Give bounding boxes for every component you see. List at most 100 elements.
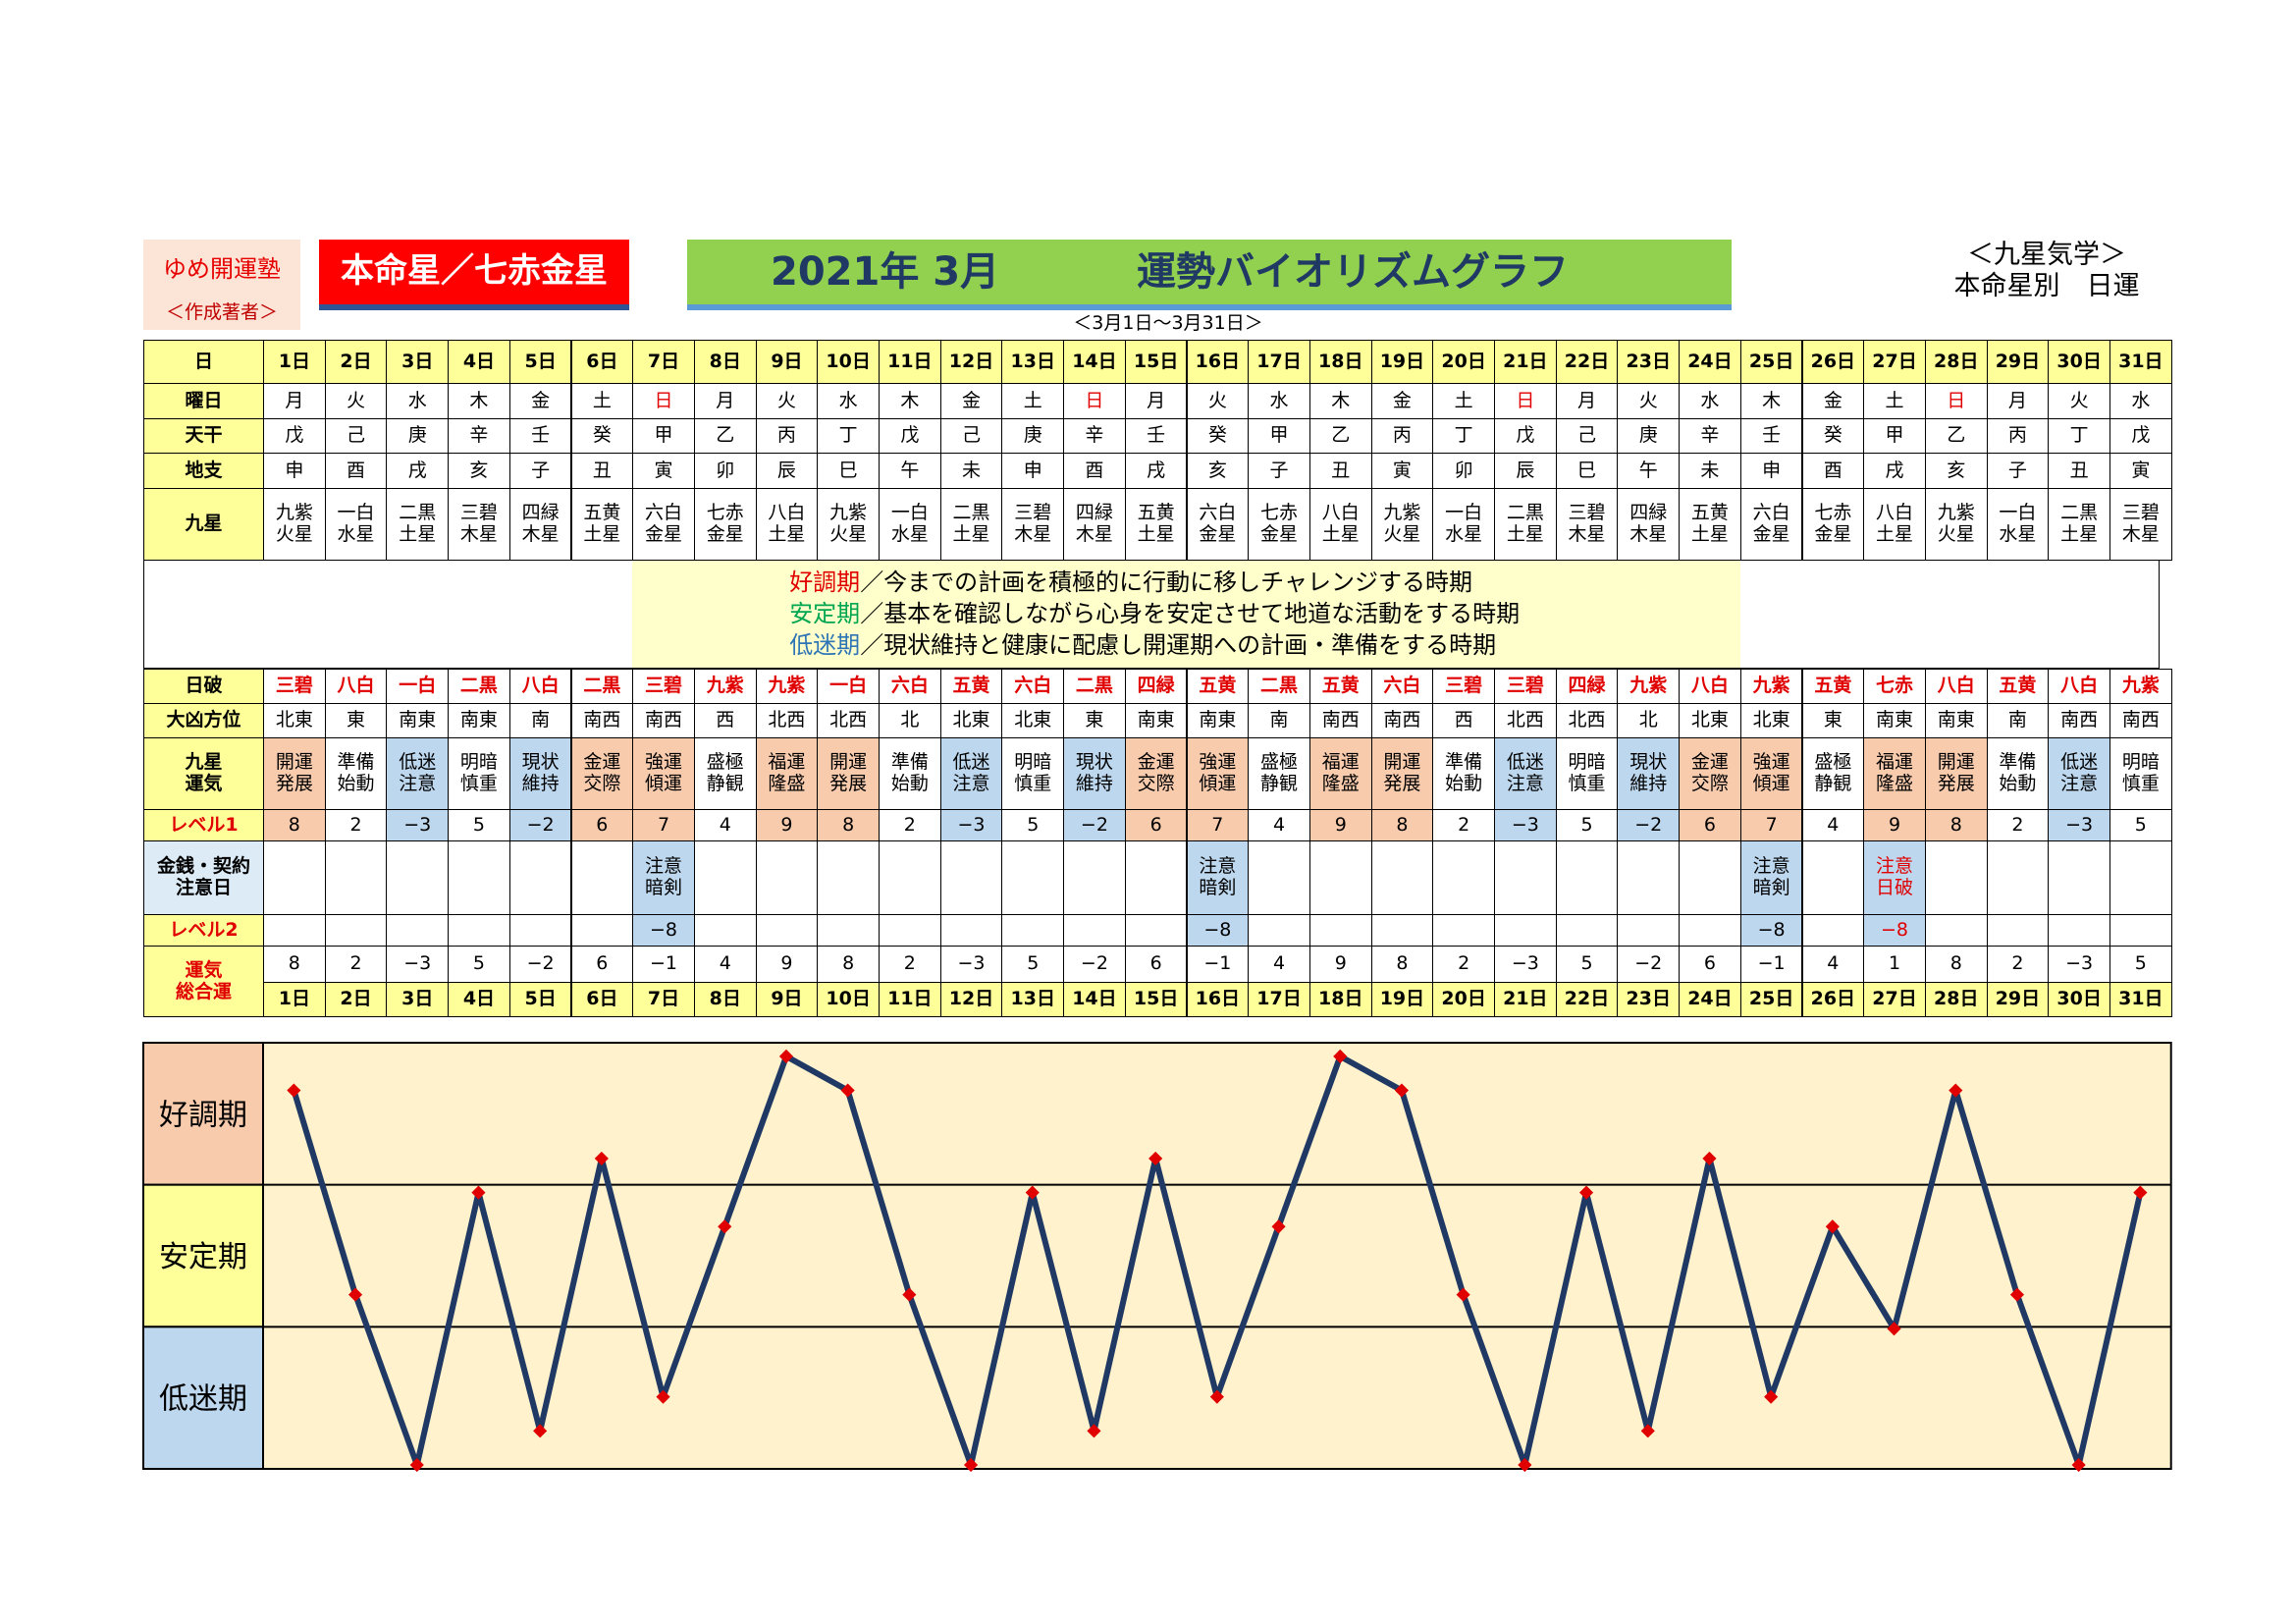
data-point: [1148, 1151, 1163, 1165]
days-cell: 30日: [2048, 982, 2110, 1017]
level1-cell: 7: [632, 809, 695, 841]
level1-cell: −3: [2048, 809, 2110, 841]
date-range: ＜3月1日～3月31日＞: [1073, 312, 1263, 334]
days-cell: 9日: [755, 982, 819, 1017]
days-cell: 6日: [570, 982, 634, 1017]
data-point: [1640, 1424, 1655, 1438]
data-point: [409, 1457, 424, 1473]
days-cell: 22日: [1555, 340, 1619, 384]
days-cell: 25日: [1739, 340, 1803, 384]
days-cell: 18日: [1308, 340, 1372, 384]
days-cell: 16日: [1186, 340, 1250, 384]
unki-cell: 金運 交際: [570, 737, 634, 810]
unki-cell: 低迷 注意: [939, 737, 1003, 810]
kinsen-cell: 注意 暗剣: [632, 840, 695, 915]
data-point: [718, 1219, 732, 1234]
legend-term: 低迷期: [789, 631, 861, 659]
author-box: ゆめ開運塾 ＜作成著者＞: [143, 240, 300, 330]
kyusei-cell: 八白 土星: [755, 488, 819, 561]
data-point: [902, 1287, 917, 1302]
row-label-taikyo: 大凶方位: [143, 703, 264, 738]
days-cell: 13日: [1001, 340, 1065, 384]
days-cell: 31日: [2109, 340, 2172, 384]
data-point: [471, 1185, 486, 1200]
kyusei-cell: 六白 金星: [632, 488, 695, 561]
days-cell: 19日: [1370, 982, 1434, 1017]
legend-text: ／今までの計画を積極的に行動に移しチャレンジする時期: [860, 568, 1472, 596]
author-name: ゆめ開運塾: [163, 255, 281, 283]
data-point: [1518, 1457, 1532, 1473]
kyusei-cell: 三碧 木星: [2109, 488, 2172, 561]
title-banner: 2021年 3月 運勢バイオリズムグラフ: [687, 240, 1732, 310]
data-point: [1949, 1083, 1963, 1098]
days-cell: 15日: [1124, 982, 1188, 1017]
kinsen-cell: 注意 暗剣: [1186, 840, 1250, 915]
data-point: [1456, 1287, 1470, 1302]
data-point: [1333, 1049, 1348, 1063]
unki-cell: 低迷 注意: [386, 737, 450, 810]
days-cell: 20日: [1432, 982, 1495, 1017]
kyusei-cell: 五黄 土星: [1124, 488, 1188, 561]
row-label-weekday: 曜日: [143, 383, 264, 419]
legend-text: ／基本を確認しながら心身を安定させて地道な活動をする時期: [860, 600, 1521, 627]
days-cell: 11日: [879, 982, 941, 1017]
plot-area: [262, 1042, 2172, 1470]
legend-line: 安定期／基本を確認しながら心身を安定させて地道な活動をする時期: [789, 598, 1740, 629]
days-cell: 14日: [1063, 340, 1126, 384]
level2-cell: −8: [1863, 914, 1926, 947]
days-cell: 23日: [1617, 340, 1681, 384]
level1-cell: −3: [939, 809, 1003, 841]
days-cell: 22日: [1555, 982, 1619, 1017]
data-point: [1702, 1151, 1717, 1165]
days-cell: 21日: [1494, 982, 1557, 1017]
unki-cell: 開運 発展: [263, 737, 326, 810]
row-label-day: 日: [143, 340, 264, 384]
data-point: [778, 1049, 794, 1063]
days-cell: 4日: [448, 340, 510, 384]
category-label: ＜九星気学＞: [1967, 240, 2126, 270]
band-label: 安定期: [159, 1240, 247, 1274]
row-label-chishi: 地支: [143, 453, 264, 489]
band-label: 低迷期: [159, 1382, 247, 1417]
level1-cell: 8: [1924, 809, 1988, 841]
kyusei-cell: 三碧 木星: [1001, 488, 1065, 561]
level1-cell: 9: [755, 809, 819, 841]
legend-text: ／現状維持と健康に配慮し開運期への計画・準備をする時期: [860, 631, 1497, 659]
days-cell: 23日: [1617, 982, 1681, 1017]
data-point: [1087, 1424, 1101, 1438]
legend-term: 好調期: [789, 568, 861, 596]
days-cell: 18日: [1308, 982, 1372, 1017]
days-cell: 5日: [508, 982, 572, 1017]
kyusei-cell: 七赤 金星: [1801, 488, 1865, 561]
kyusei-cell: 九紫 火星: [1370, 488, 1434, 561]
kyusei-cell: 九紫 火星: [263, 488, 326, 561]
kyusei-cell: 二黒 土星: [386, 488, 450, 561]
level2-cell: −8: [1739, 914, 1803, 947]
level1-cell: 9: [1863, 809, 1926, 841]
unki-cell: 福運 隆盛: [1863, 737, 1926, 810]
level1-cell: −2: [508, 809, 572, 841]
category-subtitle: 本命星別 日運: [1953, 271, 2140, 301]
data-point: [1394, 1083, 1410, 1098]
days-cell: 1日: [263, 982, 326, 1017]
days-cell: 3日: [386, 340, 450, 384]
days-cell: 17日: [1248, 340, 1310, 384]
days-cell: 7日: [632, 982, 695, 1017]
unki-cell: 開運 発展: [1370, 737, 1434, 810]
unki-cell: 開運 発展: [1924, 737, 1988, 810]
days-cell: 17日: [1248, 982, 1310, 1017]
kinsen-cell: 注意 暗剣: [1739, 840, 1803, 915]
kinsen-cell: 注意 日破: [1863, 840, 1926, 915]
data-point: [1887, 1322, 1901, 1336]
unki-cell: 強運 傾運: [632, 737, 695, 810]
legend-term: 安定期: [789, 600, 861, 627]
band-label-bg: [142, 1326, 264, 1471]
days-cell: 2日: [324, 982, 388, 1017]
level1-cell: 8: [817, 809, 880, 841]
days-cell: 12日: [939, 982, 1003, 1017]
days-cell: 24日: [1679, 340, 1741, 384]
days-cell: 6日: [570, 340, 634, 384]
days-cell: 13日: [1001, 982, 1065, 1017]
unki-cell: 福運 隆盛: [755, 737, 819, 810]
band-label-bg: [142, 1183, 264, 1328]
